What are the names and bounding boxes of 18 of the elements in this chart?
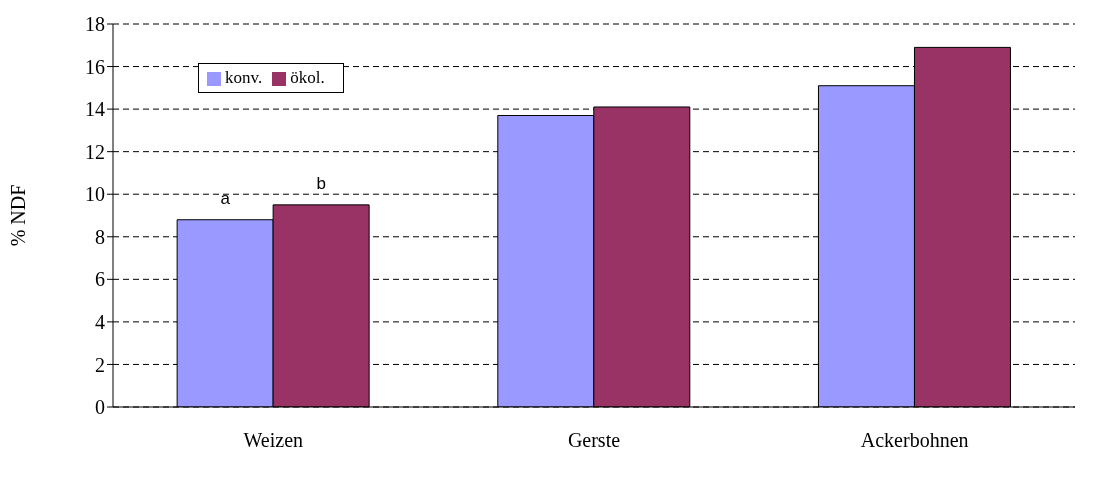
y-tick-label: 2 bbox=[95, 353, 105, 376]
data-label: b bbox=[316, 173, 326, 193]
legend-label: ökol. bbox=[290, 68, 325, 87]
y-tick-label: 6 bbox=[95, 268, 105, 291]
y-tick-label: 18 bbox=[85, 13, 105, 36]
x-tick-label: Gerste bbox=[567, 429, 621, 452]
y-tick-label: 4 bbox=[95, 310, 105, 333]
y-tick-label: 14 bbox=[85, 98, 105, 121]
y-tick-label: 10 bbox=[85, 183, 105, 206]
legend-label: konv. bbox=[225, 68, 263, 87]
y-tick-label: 0 bbox=[95, 396, 105, 419]
x-tick-label: Weizen bbox=[243, 429, 304, 452]
data-label: a bbox=[220, 188, 231, 208]
y-tick-label: 16 bbox=[85, 55, 105, 78]
x-tick-label: Ackerbohnen bbox=[860, 429, 969, 452]
y-tick-label: 12 bbox=[85, 140, 105, 163]
y-axis-title: % NDF bbox=[7, 184, 30, 247]
y-tick-label: 8 bbox=[95, 225, 105, 248]
